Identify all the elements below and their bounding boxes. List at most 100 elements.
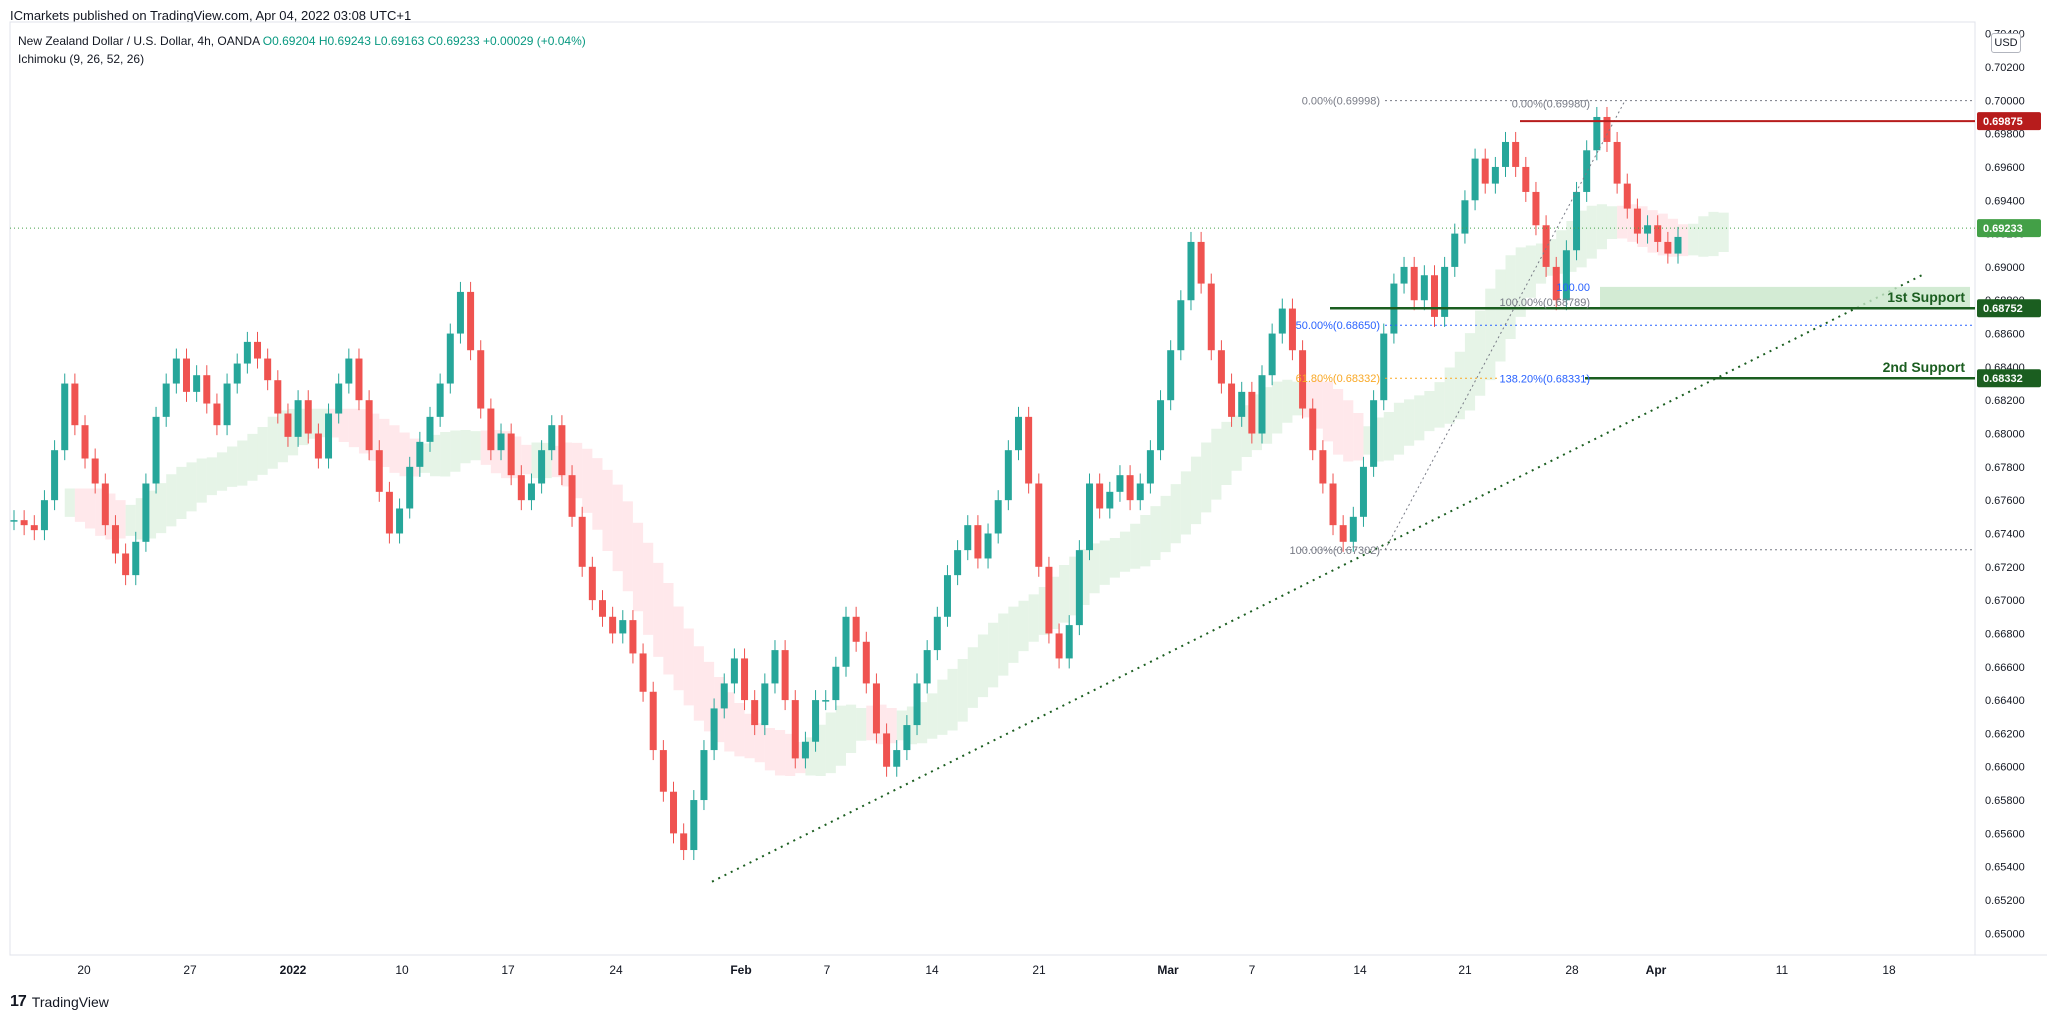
cloud-segment: [1383, 412, 1394, 461]
candle-body: [1451, 233, 1459, 267]
candle-body: [365, 400, 373, 451]
candle-body: [527, 483, 535, 501]
price-label-box: [1977, 299, 2041, 318]
cloud-segment: [988, 622, 999, 688]
candle-body: [1623, 183, 1631, 209]
cloud-segment: [1617, 205, 1628, 239]
cloud-segment: [450, 430, 461, 472]
price-label-box: [1977, 112, 2041, 131]
cloud-segment: [74, 488, 86, 522]
cloud-segment: [1322, 381, 1334, 442]
candle-body: [913, 683, 921, 726]
y-tick-label: 0.70000: [1985, 95, 2025, 107]
high-value: H0.69243: [318, 34, 371, 48]
tradingview-logo[interactable]: 17 TradingView: [10, 993, 109, 1011]
cloud-segment: [927, 693, 938, 739]
candle-body: [1004, 450, 1012, 501]
x-tick-label: Mar: [1157, 963, 1179, 977]
candle-body: [832, 666, 840, 701]
candle-body: [1481, 158, 1489, 184]
candle-body: [954, 550, 962, 576]
cloud-segment: [257, 427, 268, 475]
cloud-segment: [835, 705, 846, 766]
cloud-segment: [1708, 211, 1719, 257]
candle-body: [598, 600, 606, 617]
cloud-segment: [1130, 523, 1141, 569]
y-tick-label: 0.65000: [1985, 928, 2025, 940]
y-tick-label: 0.67800: [1985, 462, 2025, 474]
candle-body: [132, 541, 140, 576]
cloud-segment: [1099, 540, 1110, 585]
candle-body: [720, 683, 728, 709]
candle-body: [822, 700, 830, 702]
x-tick-label: 18: [1882, 963, 1896, 977]
cloud-segment: [632, 522, 644, 612]
candle-body: [1086, 483, 1094, 551]
candle-body: [193, 375, 201, 392]
cloud-segment: [1434, 382, 1445, 428]
cloud-segment: [1333, 389, 1344, 455]
candle-body: [294, 400, 302, 437]
candle-body: [20, 520, 28, 526]
open-value: O0.69204: [262, 34, 316, 48]
candle-body: [426, 416, 434, 442]
change-value: +0.00029 (+0.04%): [483, 34, 586, 48]
cloud-segment: [1089, 543, 1100, 594]
candle-body: [609, 616, 617, 634]
candle-body: [233, 363, 241, 384]
candle-body: [1339, 525, 1347, 542]
cloud-segment: [1495, 269, 1506, 362]
candle-body: [1512, 141, 1520, 167]
candle-body: [1096, 483, 1104, 509]
support-2-label: 2nd Support: [1883, 359, 1966, 375]
candle-body: [781, 650, 789, 701]
cloud-segment: [643, 542, 654, 635]
x-tick-label: 17: [501, 963, 515, 977]
candle-body: [1207, 283, 1215, 351]
y-tick-label: 0.66200: [1985, 728, 2025, 740]
candle-body: [274, 380, 282, 414]
candle-body: [1522, 166, 1530, 192]
candle-body: [1613, 141, 1621, 184]
cloud-segment: [470, 431, 481, 461]
candle-body: [670, 791, 678, 834]
candle-body: [51, 450, 59, 501]
candle-body: [751, 700, 759, 726]
candle-body: [1542, 225, 1550, 267]
candle-body: [1278, 308, 1286, 334]
candle-body: [1674, 236, 1682, 254]
candle-body: [1329, 483, 1337, 526]
candle-body: [1562, 250, 1570, 301]
candle-body: [1177, 300, 1185, 351]
y-tick-label: 0.70200: [1985, 62, 2025, 74]
candle-body: [497, 433, 505, 451]
cloud-segment: [1414, 395, 1425, 441]
candle-body: [872, 683, 880, 734]
candle-body: [588, 566, 596, 601]
candle-body: [791, 700, 799, 759]
currency-button[interactable]: USD: [1991, 33, 2021, 53]
candle-body: [771, 650, 779, 684]
candle-body: [91, 458, 99, 484]
candle-body: [1126, 475, 1134, 501]
candle-body: [1116, 475, 1124, 492]
cloud-segment: [937, 679, 948, 735]
y-tick-label: 0.67600: [1985, 495, 2025, 507]
y-tick-label: 0.65200: [1985, 895, 2025, 907]
plot-frame: [9, 21, 1976, 956]
candle-body: [284, 413, 292, 437]
cloud-segment: [673, 606, 684, 691]
cloud-segment: [1606, 206, 1618, 239]
candle-body: [223, 383, 231, 426]
candle-body: [558, 425, 566, 476]
cloud-segment: [1221, 421, 1232, 485]
indicator-legend[interactable]: Ichimoku (9, 26, 52, 26): [18, 52, 145, 66]
fib-label-b-top: 0.00%(0.69980): [1512, 99, 1590, 111]
candle-body: [1055, 633, 1063, 659]
candle-body: [1258, 375, 1266, 434]
candle-body: [152, 416, 160, 484]
x-tick-label: 7: [824, 963, 831, 977]
cloud-segment: [1454, 351, 1465, 420]
candle-body: [1228, 383, 1236, 417]
